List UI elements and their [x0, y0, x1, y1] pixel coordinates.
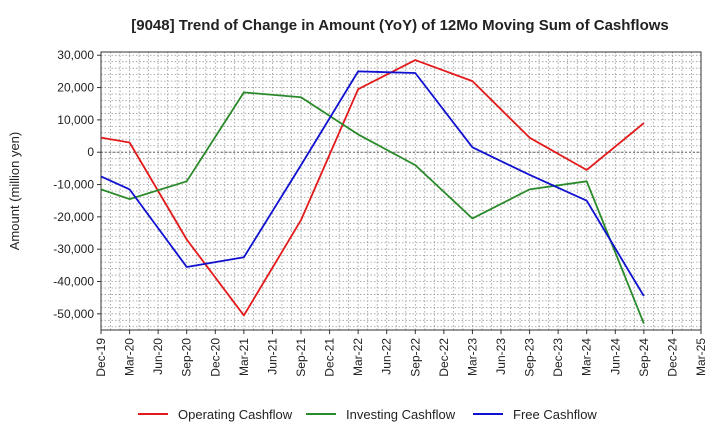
- x-tick-label: Sep-24: [637, 338, 651, 377]
- x-tick-label: Sep-20: [180, 338, 194, 377]
- y-tick-label: -40,000: [53, 275, 94, 289]
- x-tick-label: Dec-20: [208, 338, 222, 377]
- y-tick-label: 30,000: [57, 48, 94, 62]
- legend: Operating Cashflow Investing Cashflow Free…: [138, 407, 597, 422]
- x-tick-label: Sep-22: [408, 338, 422, 377]
- x-tick-label: Jun-24: [608, 338, 622, 375]
- x-tick-label: Sep-23: [523, 338, 537, 377]
- x-tick-label: Mar-22: [351, 338, 365, 376]
- x-tick-label: Dec-22: [437, 338, 451, 377]
- x-tick-label: Dec-19: [94, 338, 108, 377]
- x-tick-label: Jun-23: [494, 338, 508, 375]
- y-axis-label: Amount (million yen): [7, 132, 22, 251]
- legend-label: Free Cashflow: [513, 407, 597, 422]
- y-tick-label: -10,000: [53, 178, 94, 192]
- x-tick-label: Mar-21: [237, 338, 251, 376]
- x-tick-label: Mar-20: [123, 338, 137, 376]
- x-tick-label: Jun-21: [265, 338, 279, 375]
- series-line-investing-cashflow: [100, 91, 645, 324]
- x-tick-label: Dec-24: [665, 338, 679, 377]
- y-tick-label: 20,000: [57, 81, 94, 95]
- x-tick-label: Jun-20: [151, 338, 165, 375]
- plot-area: 30,000 20,000 10,000 0 -10,000 -20,000 -30,000…: [53, 48, 708, 376]
- series-line-operating-cashflow: [100, 59, 645, 317]
- series-line-free-cashflow: [100, 70, 645, 297]
- plot-frame: [100, 51, 702, 331]
- x-tick-label: Dec-21: [323, 338, 337, 377]
- legend-label: Operating Cashflow: [178, 407, 293, 422]
- x-tick-label: Mar-23: [465, 338, 479, 376]
- x-tick-label: Mar-24: [580, 338, 594, 376]
- x-tick-label: Mar-25: [694, 338, 708, 376]
- y-tick-label: 10,000: [57, 113, 94, 127]
- y-tick-label: 0: [87, 145, 94, 159]
- x-tick-label: Dec-23: [551, 338, 565, 377]
- y-tick-label: -30,000: [53, 242, 94, 256]
- y-tick-label: -20,000: [53, 210, 94, 224]
- x-tick-label: Sep-21: [294, 338, 308, 377]
- y-tick-label: -50,000: [53, 307, 94, 321]
- x-tick-label: Jun-22: [380, 338, 394, 375]
- legend-label: Investing Cashflow: [346, 407, 456, 422]
- chart-title: [9048] Trend of Change in Amount (YoY) o…: [131, 17, 669, 34]
